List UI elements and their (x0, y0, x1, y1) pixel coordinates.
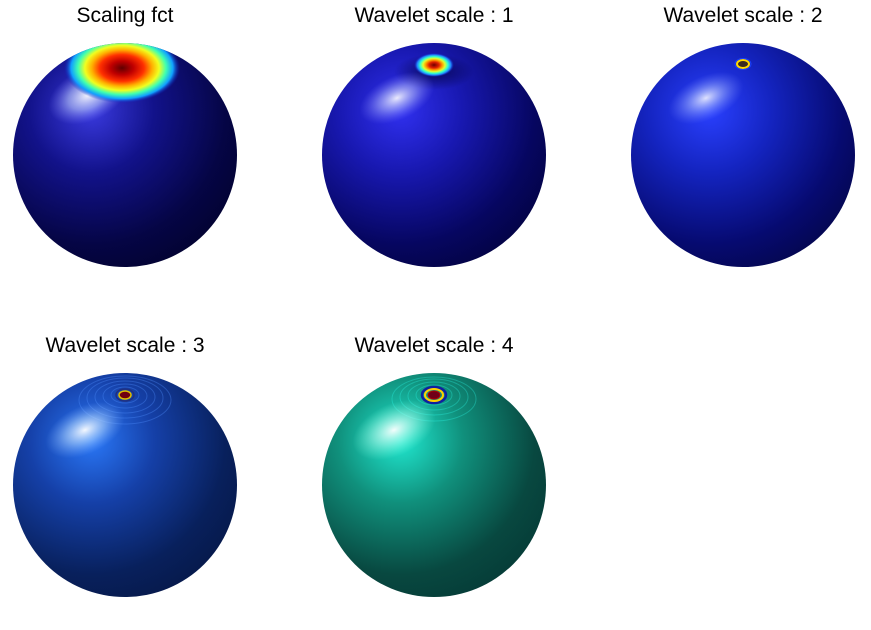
panel-title: Wavelet scale : 2 (663, 4, 823, 27)
sphere (13, 373, 237, 597)
specular-highlight (359, 71, 435, 125)
panel-title: Wavelet scale : 1 (354, 4, 514, 27)
panel-title: Wavelet scale : 4 (354, 334, 514, 357)
wavelet-ring (736, 59, 750, 69)
panel-wavelet-scale-4: Wavelet scale : 4 (309, 330, 559, 630)
panel-title: Wavelet scale : 3 (45, 334, 205, 357)
sphere (631, 43, 855, 267)
specular-highlight (45, 401, 125, 459)
panel-title: Scaling fct (76, 4, 174, 27)
panel-wavelet-scale-2: Wavelet scale : 2 (618, 0, 868, 300)
scaling-spot (64, 43, 180, 103)
panel-wavelet-scale-1: Wavelet scale : 1 (309, 0, 559, 300)
wavelet-ring (427, 390, 441, 400)
sphere-plot (322, 373, 546, 597)
sphere-plot (13, 43, 237, 267)
wavelet-spot (414, 53, 454, 77)
sphere-plot (322, 43, 546, 267)
sphere-plot (13, 373, 237, 597)
specular-highlight (352, 399, 436, 461)
specular-highlight (668, 71, 744, 125)
sphere (322, 373, 546, 597)
wavelet-ring (118, 390, 132, 400)
panel-wavelet-scale-3: Wavelet scale : 3 (0, 330, 250, 630)
sphere-plot (631, 43, 855, 267)
panel-scaling-fct: Scaling fct (0, 0, 250, 300)
